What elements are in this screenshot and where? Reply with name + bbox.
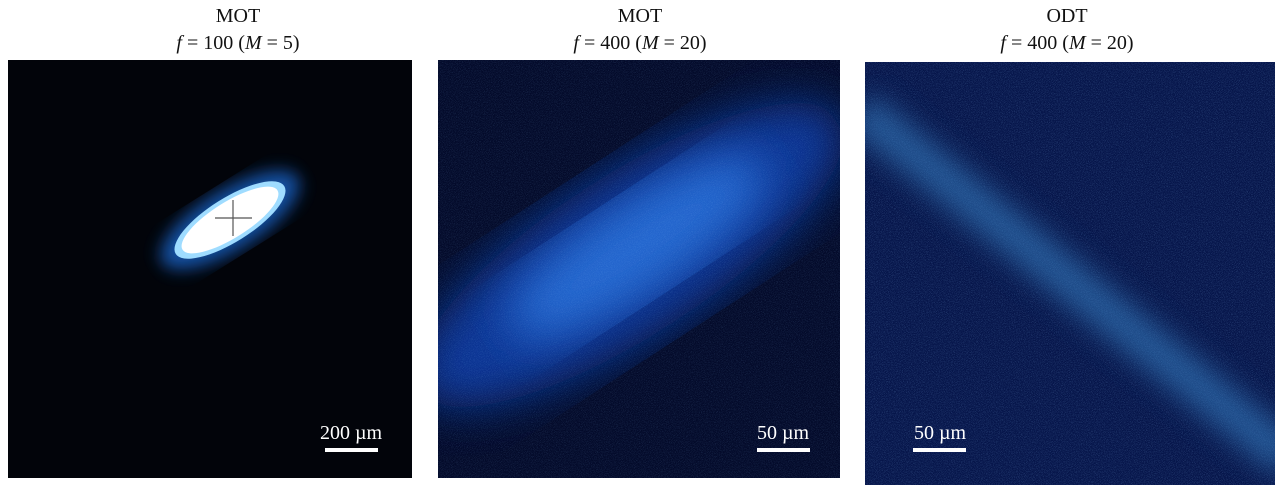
odt-image — [865, 62, 1275, 485]
panel-title: MOT — [618, 5, 662, 27]
subtitle-part: f — [176, 32, 184, 54]
panel-title: ODT — [1046, 5, 1087, 27]
subtitle-part: = 400 ( — [1006, 32, 1069, 54]
subtitle-part: = 5) — [262, 32, 300, 54]
subtitle-part: = 400 ( — [579, 32, 642, 54]
subtitle-part: = 20) — [659, 32, 707, 54]
panel-subtitle: f = 100 (M = 5) — [176, 32, 299, 54]
mot-image-2 — [438, 60, 840, 478]
panel-subtitle: f = 400 (M = 20) — [573, 32, 706, 54]
panel-subtitle: f = 400 (M = 20) — [1000, 32, 1133, 54]
subtitle-part: = 100 ( — [182, 32, 245, 54]
panel-title: MOT — [216, 5, 260, 27]
mot-image-1 — [8, 60, 412, 478]
scale-bar-label: 50 µm — [757, 422, 810, 444]
subtitle-part: M — [244, 32, 263, 54]
subtitle-part: = 20) — [1086, 32, 1134, 54]
scale-bar-label: 200 µm — [320, 422, 383, 444]
subtitle-part: M — [641, 32, 660, 54]
subtitle-part: f — [573, 32, 581, 54]
scale-bar-label: 50 µm — [914, 422, 967, 444]
subtitle-part: M — [1068, 32, 1087, 54]
subtitle-part: f — [1000, 32, 1008, 54]
